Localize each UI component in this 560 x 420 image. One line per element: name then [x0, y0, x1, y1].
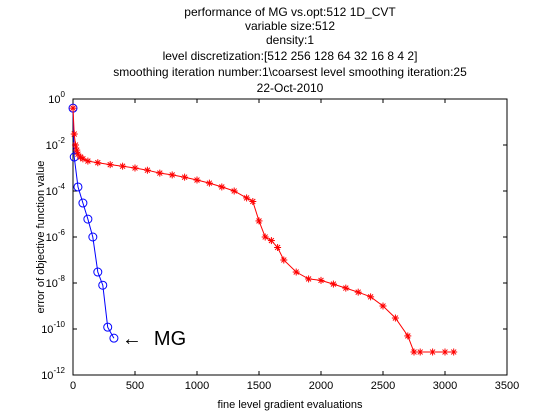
chart-title: performance of MG vs.opt:512 1D_CVT vari… — [113, 5, 467, 95]
x-tick-label: 0 — [70, 380, 76, 392]
plot-area — [72, 98, 508, 376]
data-point-MG — [109, 333, 119, 343]
mg-annotation: ← MG — [122, 328, 186, 350]
data-point-MG — [98, 280, 108, 290]
data-point-opt — [280, 256, 288, 264]
y-tick-exponent: -6 — [58, 228, 66, 237]
data-point-MG — [73, 182, 83, 192]
data-point-opt — [317, 276, 325, 284]
y-tick-exponent: -12 — [53, 366, 65, 375]
data-point-opt — [94, 159, 102, 167]
data-point-opt — [292, 268, 300, 276]
x-tick-label: 2000 — [309, 380, 333, 392]
title-line-3: density:1 — [266, 33, 314, 47]
x-tick-label: 1000 — [185, 380, 209, 392]
series-line-MG — [72, 108, 115, 339]
data-point-MG — [103, 322, 113, 332]
title-line-2: variable size:512 — [245, 19, 335, 33]
data-point-opt — [305, 275, 313, 283]
title-line-4: level discretization:[512 256 128 64 32 … — [163, 49, 418, 63]
y-tick-exponent: -8 — [58, 274, 66, 283]
data-point-opt — [69, 104, 77, 112]
data-point-opt — [367, 293, 375, 301]
data-point-opt — [131, 164, 139, 172]
data-point-MG — [78, 198, 88, 208]
y-tick-label: 10-4 — [46, 182, 66, 198]
data-point-opt — [429, 348, 437, 356]
data-point-opt — [119, 162, 127, 170]
data-point-MG — [83, 214, 93, 224]
x-tick-label: 3000 — [433, 380, 457, 392]
data-point-opt — [450, 348, 458, 356]
data-point-opt — [329, 280, 337, 288]
y-axis: 100 10-2 10-4 10-6 10-8 10-10 10-12 — [41, 90, 507, 382]
data-point-opt — [243, 194, 251, 202]
title-line-1: performance of MG vs.opt:512 1D_CVT — [184, 5, 396, 19]
y-tick-exponent: -10 — [53, 320, 65, 329]
x-tick-label: 2500 — [371, 380, 395, 392]
data-point-opt — [70, 130, 78, 138]
y-tick-label: 10-6 — [46, 228, 66, 244]
data-point-opt — [156, 169, 164, 177]
series-layer — [68, 103, 458, 356]
data-point-MG — [93, 267, 103, 277]
data-point-opt — [391, 314, 399, 322]
data-point-opt — [354, 288, 362, 296]
data-point-opt — [441, 348, 449, 356]
data-point-opt — [410, 348, 418, 356]
title-line-6: 22-Oct-2010 — [257, 81, 324, 95]
y-tick-label: 10-8 — [46, 274, 66, 290]
data-point-opt — [404, 332, 412, 340]
data-point-opt — [193, 176, 201, 184]
data-point-opt — [255, 217, 263, 225]
x-tick-label: 1500 — [247, 380, 271, 392]
y-tick-label: 100 — [48, 90, 65, 106]
x-tick-label: 3500 — [495, 380, 519, 392]
x-tick-label: 500 — [126, 380, 144, 392]
data-point-opt — [379, 302, 387, 310]
y-tick-label: 10-12 — [41, 366, 65, 382]
title-line-5: smoothing iteration number:1\coarsest le… — [113, 65, 467, 79]
data-point-MG — [88, 232, 98, 242]
data-point-opt — [168, 171, 176, 179]
y-tick-exponent: -4 — [58, 182, 66, 191]
data-point-opt — [106, 161, 114, 169]
data-point-opt — [181, 173, 189, 181]
x-axis-label: fine level gradient evaluations — [218, 399, 363, 411]
data-point-opt — [249, 197, 257, 205]
x-axis: 0 500 1000 1500 2000 2500 3000 3500 — [70, 99, 519, 392]
data-point-opt — [342, 284, 350, 292]
data-point-opt — [71, 141, 79, 149]
y-tick-label: 10-10 — [41, 320, 65, 336]
annotation-label: MG — [154, 328, 186, 350]
y-tick-exponent: -2 — [58, 136, 66, 145]
data-point-opt — [416, 348, 424, 356]
y-tick-exponent: 0 — [61, 90, 66, 99]
data-point-opt — [261, 233, 269, 241]
data-point-opt — [267, 237, 275, 245]
data-point-opt — [230, 187, 238, 195]
data-point-opt — [205, 179, 213, 187]
y-tick-label: 10-2 — [46, 136, 66, 152]
data-point-opt — [274, 243, 282, 251]
data-point-opt — [84, 157, 92, 165]
y-axis-label: error of objective function value — [35, 161, 47, 314]
data-point-opt — [143, 166, 151, 174]
data-point-opt — [218, 183, 226, 191]
annotation-arrow: ← — [122, 328, 142, 350]
